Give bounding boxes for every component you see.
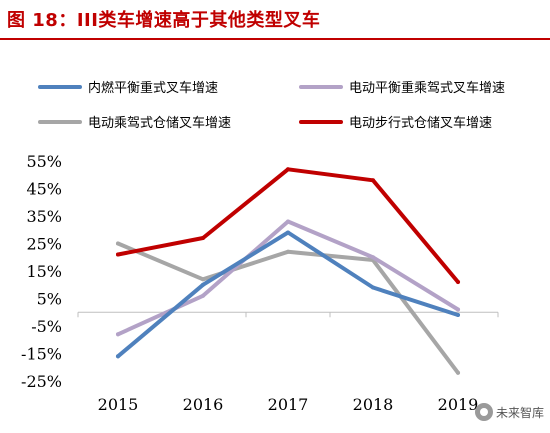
title-underline (0, 38, 550, 40)
series-2-point-2016 (201, 293, 205, 298)
series-1-point-2017 (286, 230, 290, 235)
y-tick-label-9: -25% (21, 372, 62, 391)
y-tick-label-6: 5% (37, 290, 62, 309)
legend-label-4: 电动步行式仓储叉车增速 (349, 115, 492, 131)
series-4-point-2015 (116, 252, 120, 257)
series-4-point-2016 (201, 236, 205, 240)
y-tick-label-2: 45% (26, 180, 62, 199)
series-1-point-2018 (371, 285, 375, 290)
series-2-point-2017 (286, 219, 290, 224)
x-tick-label-2019: 2019 (438, 395, 479, 414)
series-3-point-2016 (201, 277, 205, 282)
legend-label-3: 电动乘驾式仓储叉车增速 (88, 115, 231, 131)
x-tick-label-2015: 2015 (98, 395, 139, 414)
y-tick-label-8: -15% (21, 345, 62, 364)
series-2-point-2015 (116, 332, 120, 337)
y-tick-label-3: 35% (26, 207, 62, 226)
x-tick-label-2016: 2016 (183, 395, 224, 414)
y-tick-label-7: -5% (31, 317, 62, 336)
series-1-point-2019 (456, 313, 460, 317)
x-tick-label-2017: 2017 (268, 395, 309, 414)
series-3-point-2015 (116, 241, 120, 246)
series-line-3 (116, 241, 460, 375)
figure-title: 图 18：III类车增速高于其他类型叉车 (7, 10, 321, 31)
legend-label-2: 电动平衡重乘驾式叉车增速 (349, 80, 505, 96)
watermark-logo-icon (474, 403, 493, 421)
series-3-point-2017 (286, 249, 290, 254)
series-2-point-2018 (371, 255, 375, 260)
series-1-point-2016 (201, 282, 205, 287)
series-1-point-2015 (116, 354, 120, 359)
series-4-point-2018 (371, 178, 375, 183)
y-tick-label-4: 25% (26, 235, 62, 254)
y-tick-label-1: 55% (26, 152, 62, 171)
legend-label-1: 内燃平衡重式叉车增速 (88, 80, 218, 96)
series-line-2 (116, 219, 460, 337)
watermark: 未来智库 (474, 403, 544, 421)
x-tick-label-2018: 2018 (353, 395, 394, 414)
watermark-text: 未来智库 (495, 405, 544, 420)
series-4-point-2017 (286, 167, 290, 172)
y-tick-label-5: 15% (26, 262, 62, 281)
series-4-point-2019 (456, 280, 460, 284)
series-2-point-2019 (456, 307, 460, 312)
series-3-point-2019 (456, 370, 460, 375)
